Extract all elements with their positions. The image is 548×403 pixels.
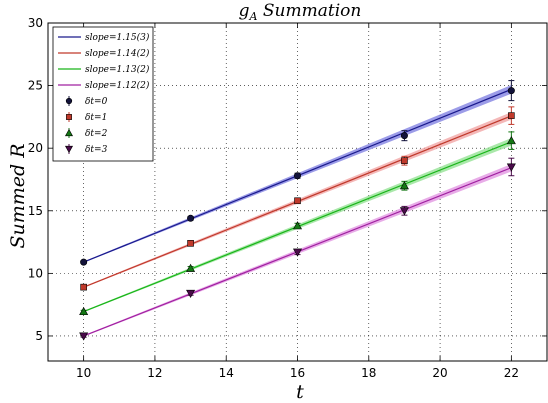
legend-fit-label: slope=1.15(3) — [85, 32, 150, 43]
data-point — [186, 289, 196, 299]
y-tick-label: 30 — [28, 16, 43, 30]
data-point — [400, 132, 408, 140]
x-tick-label: 20 — [432, 366, 447, 380]
y-tick-label: 15 — [28, 204, 43, 218]
data-point — [507, 87, 515, 95]
data-point — [186, 263, 196, 272]
legend-point-label: δt=3 — [85, 145, 108, 155]
data-point — [401, 157, 408, 165]
legend: slope=1.15(3) slope=1.14(2) slope=1.13(2) s… — [52, 26, 154, 162]
x-tick-label: 10 — [76, 366, 91, 380]
x-tick-label: 18 — [361, 366, 376, 380]
legend-fit-label: slope=1.14(2) — [85, 48, 150, 59]
x-tick-label: 14 — [219, 366, 234, 380]
legend-marker-swatch — [66, 114, 72, 120]
data-point — [399, 181, 409, 190]
data-point — [187, 240, 194, 247]
x-axis-title: t — [296, 381, 304, 403]
y-tick-label: 10 — [28, 266, 43, 280]
data-point — [506, 136, 516, 145]
y-tick-label: 5 — [35, 329, 43, 343]
data-point — [399, 207, 409, 216]
legend-fit-label: slope=1.13(2) — [85, 64, 150, 75]
x-tick-label: 12 — [147, 366, 162, 380]
data-point — [80, 283, 87, 291]
data-point — [79, 332, 89, 341]
data-point — [293, 172, 301, 180]
data-point — [79, 306, 89, 316]
legend-fit-label: slope=1.12(2) — [85, 80, 150, 91]
data-point — [80, 258, 88, 266]
data-point — [506, 163, 516, 172]
legend-point-label: δt=2 — [85, 129, 108, 139]
legend-marker-swatch — [65, 97, 73, 105]
data-point — [187, 214, 195, 222]
data-point — [292, 248, 303, 257]
y-axis-title: Summed R — [7, 143, 29, 248]
chart-title-base: g — [239, 1, 250, 21]
plot-area: 10 12 14 16 18 20 2251015202530slope=1.15(3)sl… — [28, 16, 548, 380]
data-point — [508, 112, 515, 119]
y-tick-label: 20 — [28, 141, 43, 155]
chart-title-sub: A — [249, 10, 258, 23]
legend-marker-swatch — [64, 145, 74, 154]
x-tick-label: 16 — [290, 366, 305, 380]
data-point — [294, 197, 301, 205]
y-tick-label: 25 — [28, 79, 43, 93]
x-tick-label: 22 — [504, 366, 519, 380]
legend-point-label: δt=1 — [85, 113, 107, 123]
data-point — [292, 221, 303, 230]
legend-box — [52, 26, 154, 162]
legend-point-label: δt=0 — [85, 97, 108, 107]
chart-title: gA Summation — [239, 1, 362, 23]
chart-title-rest: Summation — [258, 1, 362, 21]
legend-marker-swatch — [64, 128, 74, 137]
